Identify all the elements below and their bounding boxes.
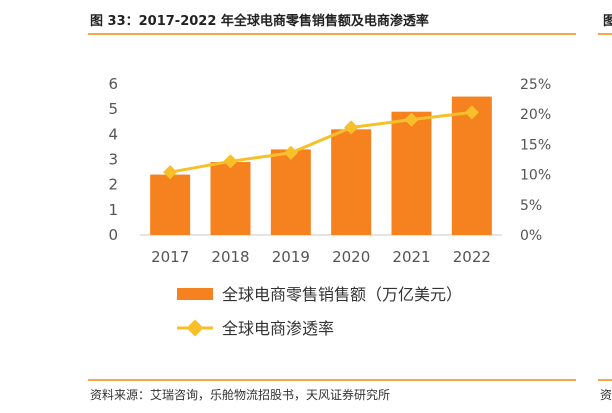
legend-bar-swatch [177, 288, 213, 300]
source-note: 资料来源：艾瑞咨询，乐舱物流招股书，天风证券研究所 [90, 388, 391, 402]
right-tick-label: 0% [520, 228, 542, 244]
bottom-rule [88, 379, 576, 381]
left-axis: 0 1 2 3 4 5 6 [108, 75, 118, 244]
x-tick-label: 2020 [332, 248, 370, 266]
right-tick-label: 20% [520, 107, 551, 123]
left-tick-label: 2 [108, 176, 118, 194]
chart-title: 图 33：2017-2022 年全球电商零售销售额及电商渗透率 [90, 14, 429, 29]
x-axis: 2017 2018 2019 2020 2021 2022 [151, 248, 491, 266]
bottom-rule-cut [598, 379, 612, 381]
left-tick-label: 5 [108, 100, 118, 118]
cut-title: 图 [603, 14, 612, 29]
line-point [464, 105, 479, 120]
x-tick-label: 2018 [211, 248, 249, 266]
legend-line-label: 全球电商渗透率 [222, 319, 334, 338]
line-series [163, 105, 479, 180]
line-point [404, 112, 419, 127]
right-tick-label: 25% [520, 77, 551, 93]
left-tick-label: 3 [108, 151, 118, 169]
left-tick-label: 1 [108, 201, 118, 219]
bar [391, 111, 432, 235]
line-point [223, 154, 238, 169]
line-point [283, 145, 298, 160]
right-tick-label: 10% [520, 168, 551, 184]
top-rule-cut [598, 33, 612, 35]
left-tick-label: 0 [108, 226, 118, 244]
x-tick-label: 2017 [151, 248, 189, 266]
top-rule [88, 33, 576, 35]
bar [451, 96, 492, 235]
bar [331, 129, 372, 235]
penetration-line [169, 110, 473, 174]
x-tick-label: 2022 [453, 248, 491, 266]
legend-line-marker [186, 319, 204, 337]
right-tick-label: 15% [520, 137, 551, 153]
left-tick-label: 4 [108, 125, 118, 143]
left-tick-label: 6 [108, 75, 118, 93]
line-point [344, 120, 359, 135]
bar [150, 174, 191, 235]
x-tick-label: 2019 [272, 248, 310, 266]
right-axis: 0% 5% 10% 15% 20% 25% [520, 77, 551, 244]
cut-source: 资 [600, 388, 612, 402]
x-tick-label: 2021 [392, 248, 430, 266]
line-point [163, 165, 178, 180]
legend: 全球电商零售销售额（万亿美元） 全球电商渗透率 [177, 285, 462, 338]
legend-bar-label: 全球电商零售销售额（万亿美元） [222, 285, 462, 304]
right-tick-label: 5% [520, 198, 542, 214]
bar [270, 149, 311, 235]
bar [210, 162, 251, 235]
bar-series [150, 96, 492, 235]
